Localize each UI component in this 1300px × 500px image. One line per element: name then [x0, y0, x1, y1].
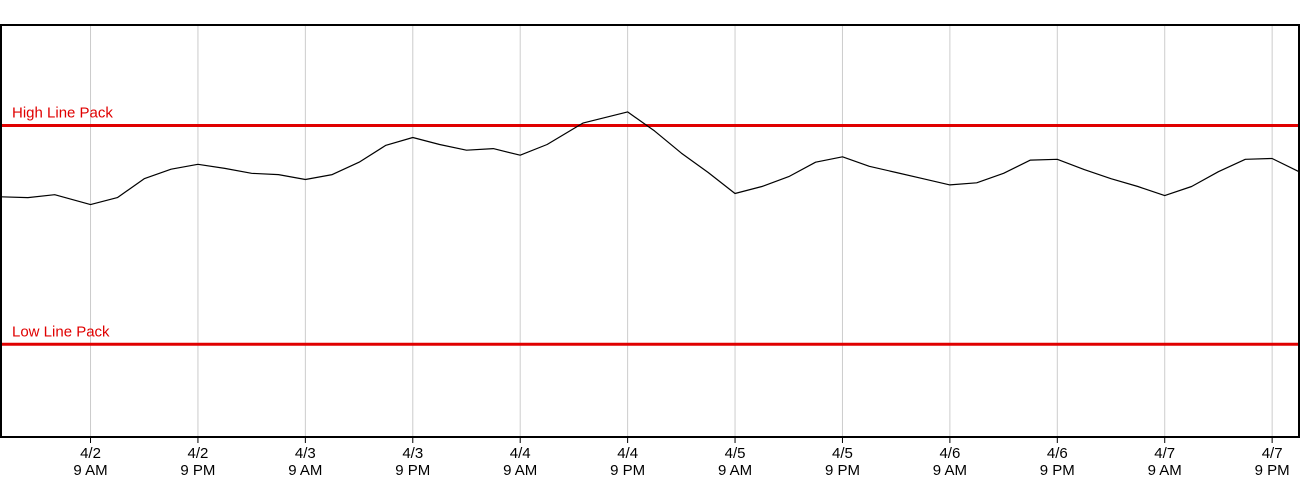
x-tick-label-time: 9 AM [1148, 462, 1182, 479]
x-tick-label-date: 4/5 [725, 445, 746, 462]
series-line [0, 111, 1300, 206]
x-tick-label-date: 4/4 [510, 445, 531, 462]
x-tick-label-date: 4/3 [402, 445, 423, 462]
x-tick-label-date: 4/7 [1262, 445, 1283, 462]
threshold-label: Low Line Pack [12, 323, 110, 340]
threshold-label: High Line Pack [12, 105, 113, 122]
x-tick-label-time: 9 AM [73, 462, 107, 479]
x-tick-label-date: 4/2 [188, 445, 209, 462]
x-tick-label-time: 9 PM [180, 462, 215, 479]
x-tick-label-date: 4/5 [832, 445, 853, 462]
threshold-lines: High Line Pack Low Line Pack [1, 105, 1299, 346]
x-tick-label-date: 4/6 [1047, 445, 1068, 462]
x-tick-label-time: 9 AM [288, 462, 322, 479]
series-layer [0, 111, 1300, 206]
x-tick-label-date: 4/3 [295, 445, 316, 462]
x-tick-label-time: 9 AM [933, 462, 967, 479]
x-tick-label-date: 4/6 [939, 445, 960, 462]
x-tick-label-time: 9 PM [1040, 462, 1075, 479]
x-tick-label-time: 9 PM [395, 462, 430, 479]
plot-frame [0, 24, 1300, 438]
x-axis-ticks: 4/29 AM4/29 PM4/39 AM4/39 PM4/49 AM4/49 … [73, 437, 1290, 479]
x-tick-label-date: 4/4 [617, 445, 638, 462]
x-tick-label-date: 4/2 [80, 445, 101, 462]
x-tick-label-time: 9 PM [825, 462, 860, 479]
x-tick-label-time: 9 AM [503, 462, 537, 479]
x-tick-label-time: 9 AM [718, 462, 752, 479]
x-tick-label-date: 4/7 [1154, 445, 1175, 462]
x-tick-label-time: 9 PM [1255, 462, 1290, 479]
x-tick-label-time: 9 PM [610, 462, 645, 479]
vertical-grid-lines [90, 25, 1273, 437]
